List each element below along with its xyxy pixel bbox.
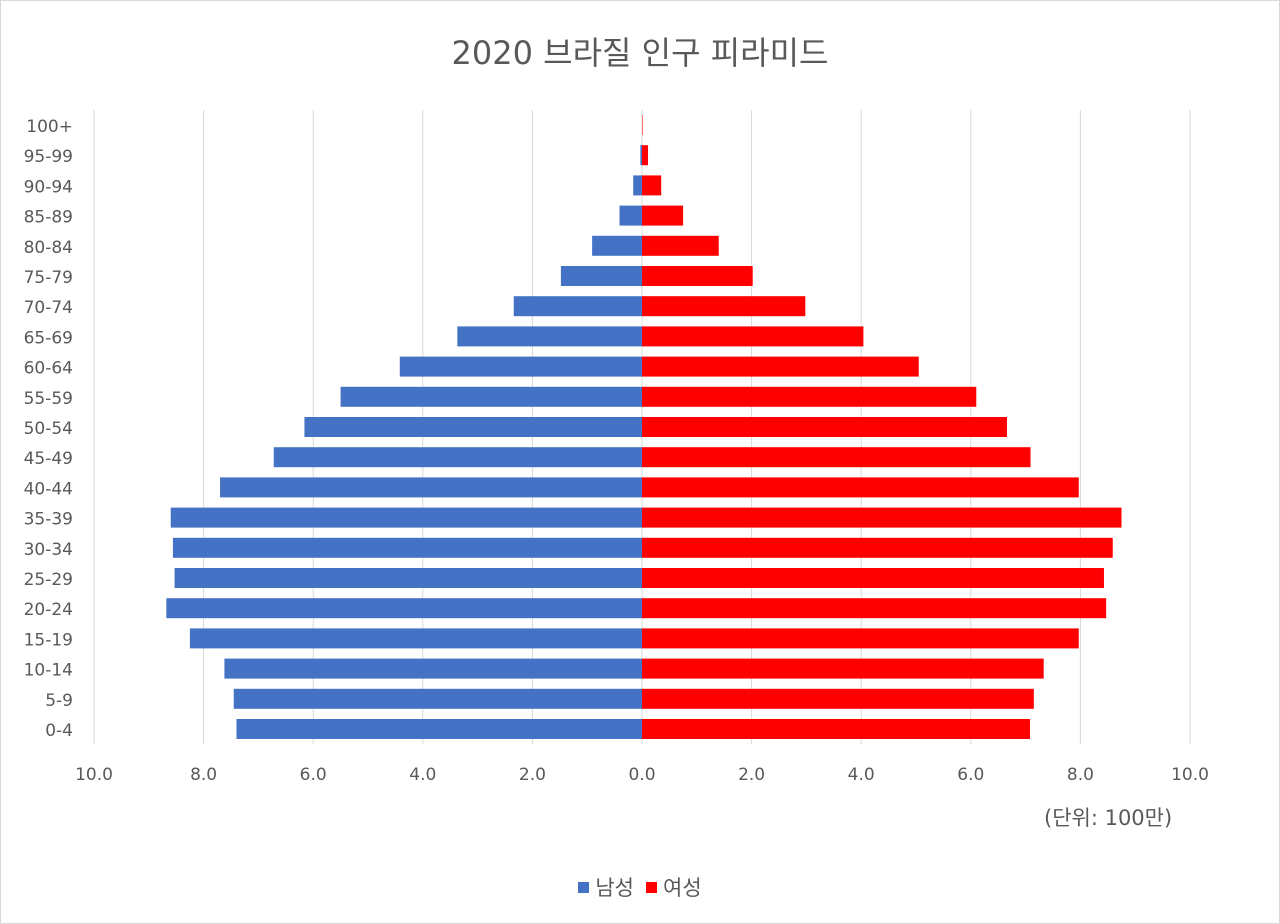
legend-item-female: 여성 [646, 872, 702, 902]
legend: 남성 여성 [0, 872, 1280, 902]
x-tick-label: 6.0 [300, 765, 327, 785]
x-tick-label: 8.0 [190, 765, 217, 785]
x-tick-labels: 10.0 8.0 6.0 4.0 2.0 0.0 2.0 4.0 6.0 8.0 10.0 [75, 765, 1209, 785]
bar-female-75-79 [642, 266, 753, 286]
bar-male-5-9 [233, 688, 643, 709]
bar-male-45-49 [273, 447, 642, 468]
x-tick-label: 6.0 [957, 765, 984, 785]
category-label: 5-9 [45, 691, 73, 711]
bar-male-30-34 [172, 537, 643, 558]
x-tick-label: 8.0 [1067, 765, 1094, 785]
x-tick-label: 4.0 [848, 765, 875, 785]
bar-male-75-79 [560, 266, 642, 286]
x-tick-label: 4.0 [409, 765, 436, 785]
x-tick-label: 10.0 [75, 765, 113, 785]
category-label: 80-84 [24, 238, 73, 258]
bar-female-90-94 [642, 175, 662, 196]
bar-female-15-19 [642, 628, 1079, 649]
bar-male-60-64 [399, 356, 642, 377]
bar-female-55-59 [642, 386, 977, 407]
category-label: 45-49 [24, 449, 73, 469]
category-label: 95-99 [24, 147, 73, 167]
bar-male-55-59 [340, 386, 642, 407]
bar-male-50-54 [304, 417, 642, 437]
bar-female-80-84 [642, 235, 719, 256]
category-label: 25-29 [24, 570, 73, 590]
bar-female-95-99 [642, 145, 649, 166]
category-label: 15-19 [24, 630, 73, 650]
bar-male-15-19 [189, 628, 642, 649]
category-label: 30-34 [24, 540, 73, 560]
category-label: 55-59 [24, 389, 73, 409]
bar-female-45-49 [642, 447, 1031, 468]
bar-female-40-44 [642, 477, 1079, 498]
bar-female-30-34 [642, 537, 1113, 558]
x-tick-label: 2.0 [738, 765, 765, 785]
category-label: 35-39 [24, 510, 73, 530]
category-label: 90-94 [24, 177, 73, 197]
legend-swatch-male [578, 881, 590, 893]
bar-male-10-14 [224, 658, 642, 679]
bar-female-10-14 [642, 658, 1044, 679]
category-label: 100+ [26, 117, 73, 137]
legend-swatch-female [646, 881, 657, 893]
bars [166, 115, 1122, 739]
bar-female-85-89 [642, 205, 684, 226]
chart-title: 2020 브라질 인구 피라미드 [451, 34, 829, 72]
x-tick-label: 10.0 [1171, 765, 1209, 785]
bar-male-35-39 [170, 507, 642, 528]
legend-label-female: 여성 [663, 876, 702, 900]
bar-female-100+ [642, 115, 643, 135]
category-label: 70-74 [24, 298, 73, 318]
bar-female-70-74 [642, 296, 806, 317]
x-tick-label: 2.0 [519, 765, 546, 785]
x-tick-label: 0.0 [628, 765, 655, 785]
bar-female-0-4 [642, 719, 1030, 739]
bar-male-65-69 [457, 326, 642, 347]
bar-female-20-24 [642, 598, 1107, 619]
bar-male-90-94 [633, 175, 642, 196]
legend-item-male: 남성 [578, 872, 634, 902]
bar-female-25-29 [642, 568, 1104, 588]
bar-male-80-84 [592, 235, 642, 256]
bar-female-5-9 [642, 688, 1034, 709]
category-label: 85-89 [24, 208, 73, 228]
category-label: 40-44 [24, 479, 73, 499]
category-label: 10-14 [24, 661, 73, 681]
unit-note: (단위: 100만) [1044, 806, 1173, 830]
legend-label-male: 남성 [595, 876, 634, 900]
category-label: 0-4 [45, 721, 73, 741]
bar-male-20-24 [166, 598, 642, 619]
category-labels: 0-4 5-9 10-14 15-19 20-24 25-29 30-34 35-39 40-4… [24, 117, 73, 741]
category-label: 75-79 [24, 268, 73, 288]
bar-female-35-39 [642, 507, 1122, 528]
bar-male-85-89 [619, 205, 642, 226]
bar-female-60-64 [642, 356, 919, 377]
bar-female-65-69 [642, 326, 864, 347]
bar-male-25-29 [174, 568, 642, 588]
category-label: 50-54 [24, 419, 73, 439]
category-label: 65-69 [24, 328, 73, 348]
bar-female-50-54 [642, 417, 1007, 437]
bar-male-40-44 [220, 477, 643, 498]
bar-male-70-74 [513, 296, 642, 317]
category-label: 60-64 [24, 359, 73, 379]
bar-male-0-4 [236, 719, 643, 739]
bar-male-95-99 [640, 145, 642, 166]
category-label: 20-24 [24, 600, 73, 620]
